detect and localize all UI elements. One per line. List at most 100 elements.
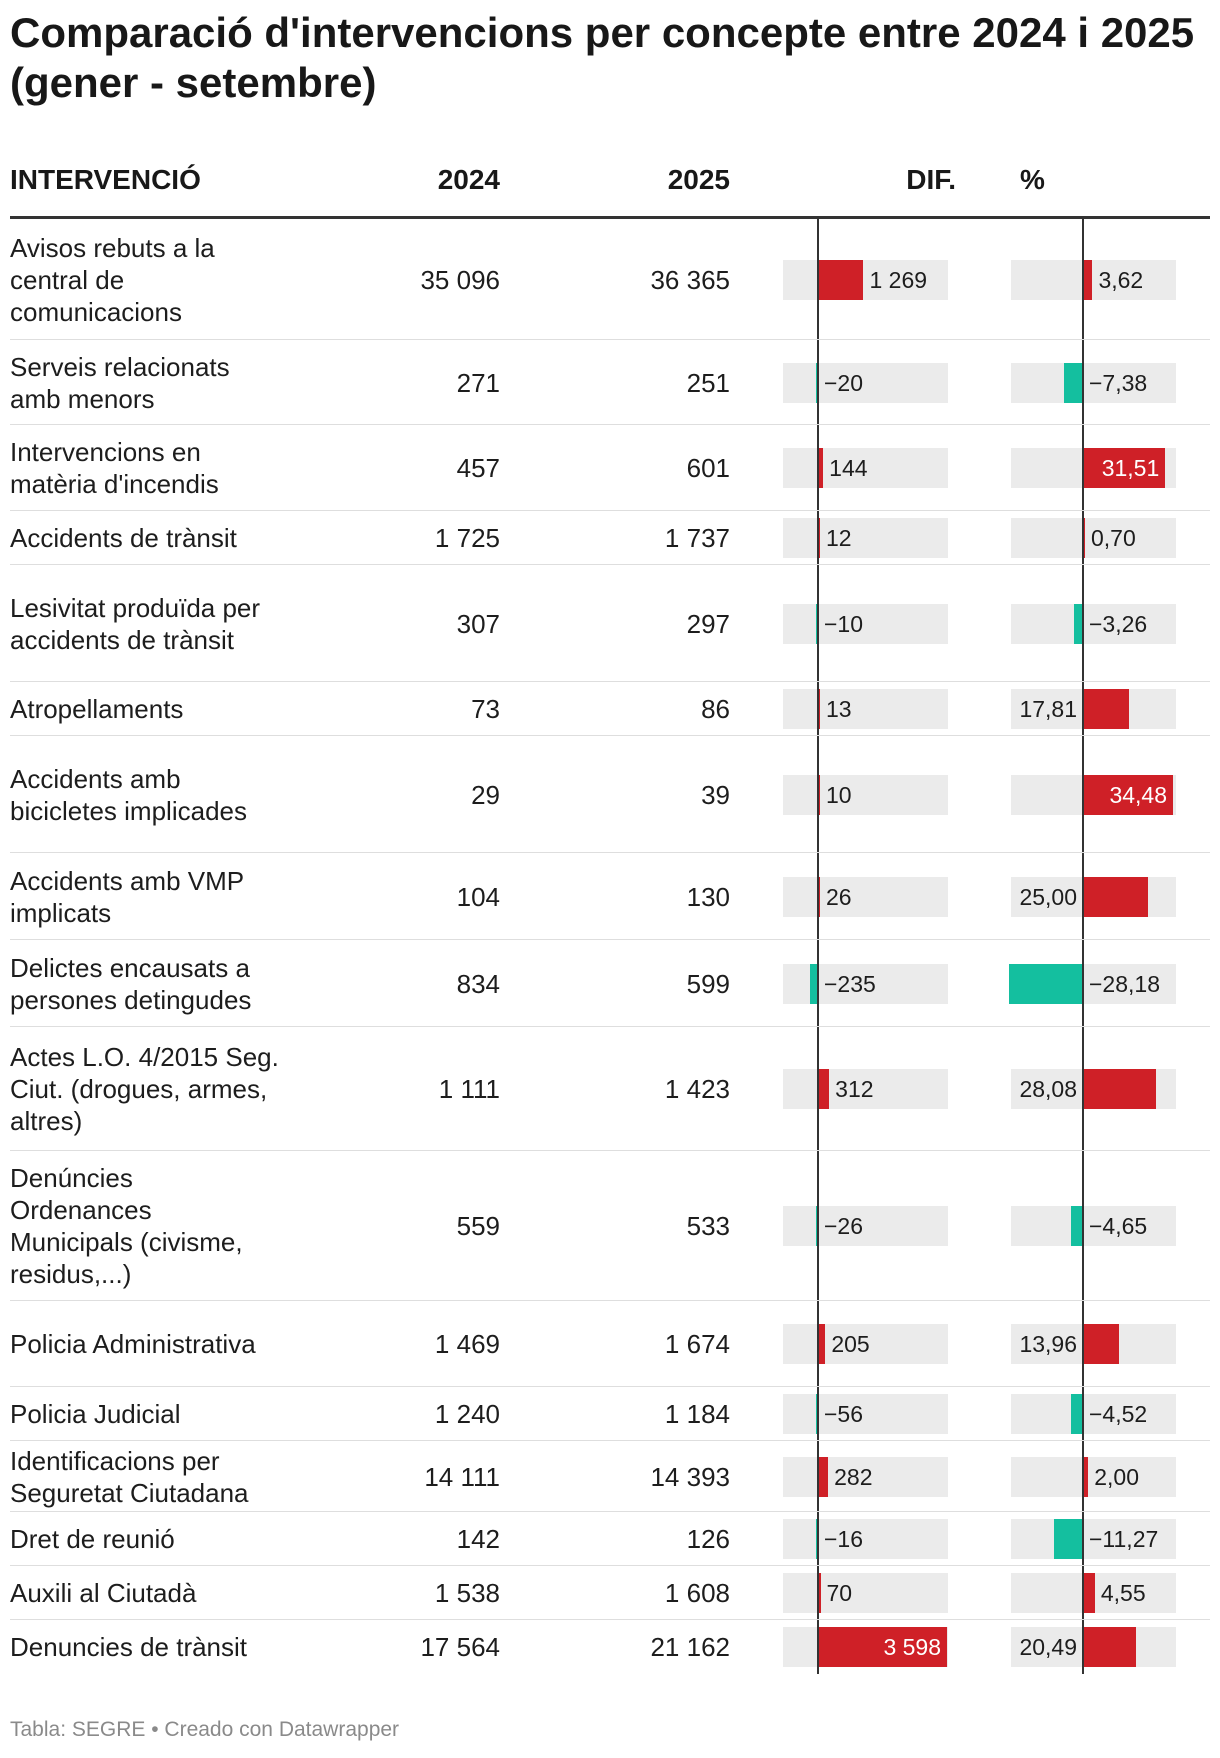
row-label: Accidents amb bicicletes implicades bbox=[10, 763, 247, 826]
value-2025: 1 674 bbox=[664, 1329, 730, 1359]
pct-value: −3,26 bbox=[1089, 610, 1148, 637]
pct-zero-line bbox=[1082, 736, 1084, 853]
pct-bar-track: 25,00 bbox=[1011, 876, 1176, 917]
row-label: Policia Administrativa bbox=[10, 1329, 256, 1359]
pct-zero-line bbox=[1082, 853, 1084, 940]
dif-value: 1 269 bbox=[869, 266, 928, 293]
dif-value: −16 bbox=[824, 1526, 864, 1552]
pct-zero-line bbox=[1082, 340, 1084, 425]
dif-bar-track: 205 bbox=[783, 1324, 948, 1364]
table-row: Dret de reunió 142 126 −16 −11,27 bbox=[10, 1512, 1210, 1566]
dif-bar-track: 10 bbox=[783, 774, 948, 815]
pct-bar-negative bbox=[1070, 1206, 1083, 1246]
dif-bar-track: 26 bbox=[783, 876, 948, 917]
pct-value: 3,62 bbox=[1098, 266, 1144, 293]
pct-bar-negative bbox=[1053, 1519, 1083, 1559]
value-2024: 271 bbox=[456, 367, 500, 398]
row-label: Lesivitat produïda per accidents de tràn… bbox=[10, 592, 261, 655]
pct-bar-track: −4,52 bbox=[1011, 1394, 1176, 1434]
table-row: Actes L.O. 4/2015 Seg. Ciut. (drogues, a… bbox=[10, 1027, 1210, 1151]
row-label: Actes L.O. 4/2015 Seg. Ciut. (drogues, a… bbox=[10, 1042, 279, 1136]
table-row: Atropellaments 73 86 13 17,81 bbox=[10, 682, 1210, 736]
dif-value: 12 bbox=[826, 525, 852, 551]
value-2025: 130 bbox=[686, 881, 730, 912]
dif-zero-line bbox=[817, 682, 819, 736]
pct-bar-track: 20,49 bbox=[1011, 1627, 1176, 1667]
value-2024: 1 111 bbox=[438, 1074, 500, 1104]
pct-bar-positive bbox=[1083, 1069, 1157, 1109]
dif-bar-track: 282 bbox=[783, 1456, 948, 1497]
value-2025: 14 393 bbox=[650, 1461, 730, 1492]
value-2024: 559 bbox=[456, 1211, 500, 1241]
row-label: Serveis relacionats amb menors bbox=[10, 351, 230, 414]
pct-bar-positive bbox=[1083, 518, 1085, 558]
row-label: Accidents amb VMP implicats bbox=[10, 865, 244, 928]
dif-bar-track: −235 bbox=[783, 963, 948, 1004]
row-label: Delictes encausats a persones detingudes bbox=[10, 952, 252, 1015]
dif-zero-line bbox=[817, 853, 819, 940]
dif-value: 10 bbox=[826, 781, 852, 808]
table-row: Accidents amb VMP implicats 104 130 26 25,00 bbox=[10, 853, 1210, 940]
value-2024: 17 564 bbox=[420, 1632, 500, 1662]
pct-zero-line bbox=[1082, 511, 1084, 565]
row-label: Intervencions en matèria d'incendis bbox=[10, 437, 219, 499]
row-label: Auxili al Ciutadà bbox=[10, 1578, 197, 1608]
dif-zero-line bbox=[817, 219, 819, 340]
dif-bar-positive bbox=[818, 1627, 947, 1667]
pct-bar-track: 2,00 bbox=[1011, 1456, 1176, 1497]
header-label: INTERVENCIÓ bbox=[10, 164, 201, 195]
value-2025: 126 bbox=[686, 1524, 730, 1554]
table-row: Accidents de trànsit 1 725 1 737 12 0,70 bbox=[10, 511, 1210, 565]
row-label: Denuncies de trànsit bbox=[10, 1632, 248, 1662]
pct-zero-line bbox=[1082, 1566, 1084, 1620]
dif-value: −26 bbox=[824, 1213, 864, 1239]
row-label: Atropellaments bbox=[10, 694, 184, 724]
dif-bar-positive bbox=[818, 774, 820, 815]
pct-bar-positive bbox=[1083, 448, 1166, 488]
dif-bar-track: 1 269 bbox=[783, 259, 948, 300]
value-2024: 73 bbox=[471, 694, 500, 724]
row-divider bbox=[10, 1300, 1210, 1301]
value-2024: 1 538 bbox=[434, 1578, 500, 1608]
footer-credit: Tabla: SEGRE • Creado con Datawrapper bbox=[10, 1718, 400, 1741]
pct-zero-line bbox=[1082, 1441, 1084, 1512]
dif-bar-track: 312 bbox=[783, 1069, 948, 1109]
row-divider bbox=[10, 735, 1210, 736]
dif-value: 3 598 bbox=[883, 1634, 941, 1660]
table-row: Policia Administrativa 1 469 1 674 205 13,96 bbox=[10, 1301, 1210, 1387]
header-2024: 2024 bbox=[437, 164, 500, 195]
dif-bar-negative bbox=[815, 1394, 818, 1434]
table-row: Delictes encausats a persones detingudes… bbox=[10, 940, 1210, 1027]
dif-zero-line bbox=[817, 1441, 819, 1512]
dif-bar-positive bbox=[818, 1069, 830, 1109]
pct-value: 17,81 bbox=[1019, 696, 1077, 722]
value-2024: 142 bbox=[456, 1524, 500, 1554]
pct-bar-positive bbox=[1083, 774, 1173, 815]
pct-bar-positive bbox=[1083, 1627, 1137, 1667]
value-2025: 86 bbox=[701, 694, 730, 724]
dif-zero-line bbox=[817, 736, 819, 853]
dif-bar-positive bbox=[818, 448, 824, 488]
value-2024: 457 bbox=[456, 453, 500, 483]
pct-value: −28,18 bbox=[1089, 970, 1160, 997]
pct-zero-line bbox=[1082, 425, 1084, 511]
value-2025: 297 bbox=[686, 608, 730, 639]
row-divider bbox=[10, 510, 1210, 511]
dif-value: −235 bbox=[824, 970, 876, 997]
header-rule bbox=[10, 216, 1210, 219]
value-2025: 599 bbox=[686, 968, 730, 999]
pct-zero-line bbox=[1082, 1387, 1084, 1441]
value-2025: 601 bbox=[686, 453, 730, 483]
dif-value: 144 bbox=[829, 455, 868, 481]
pct-bar-positive bbox=[1083, 689, 1130, 729]
pct-value: 4,55 bbox=[1100, 1580, 1146, 1606]
pct-bar-track: −11,27 bbox=[1011, 1519, 1176, 1559]
header-pct: % bbox=[1020, 164, 1045, 195]
value-2024: 35 096 bbox=[420, 264, 500, 295]
dif-bar-positive bbox=[818, 1324, 826, 1364]
pct-bar-track: 4,55 bbox=[1011, 1573, 1176, 1613]
pct-value: −7,38 bbox=[1089, 369, 1148, 396]
pct-bar-track: 34,48 bbox=[1011, 774, 1176, 815]
pct-bar-negative bbox=[1071, 1394, 1083, 1434]
